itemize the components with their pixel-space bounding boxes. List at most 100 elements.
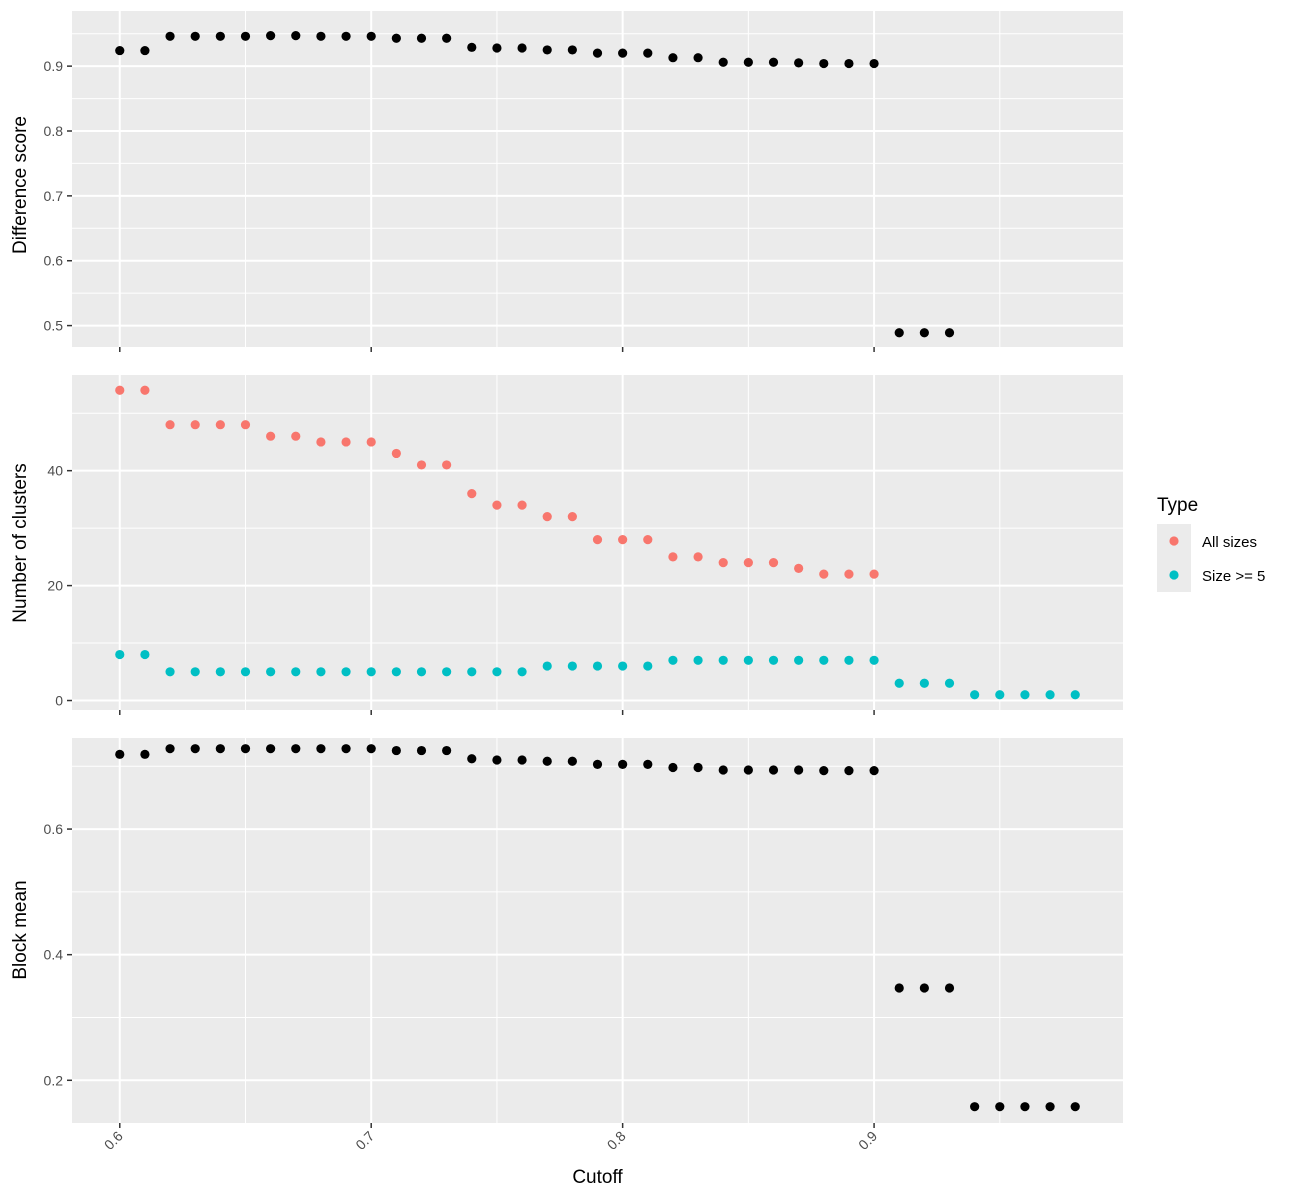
data-point [1070,690,1080,700]
data-point [668,53,678,63]
data-point [391,745,401,756]
data-point [467,42,477,52]
data-point [442,745,452,756]
y-tick-label: 0.6 [44,821,64,837]
data-point [970,1102,980,1112]
data-point [743,558,753,568]
data-point [693,53,703,63]
data-point [869,569,879,579]
data-point [140,45,150,56]
data-point [718,558,728,568]
y-tick-label: 0.4 [44,947,64,963]
data-point [768,765,779,775]
data-point [668,552,678,562]
data-point [944,328,955,338]
data-point [567,512,577,522]
data-point [643,48,653,58]
data-point [718,655,728,665]
legend-marker [1169,536,1179,546]
data-point [240,31,251,41]
series-all-sizes [115,385,879,579]
data-point [416,667,427,677]
data-point [165,744,175,754]
data-point [140,385,150,395]
data-point [869,58,879,69]
data-point [517,43,527,53]
data-point [341,744,351,754]
x-tick-label: 0.8 [604,1128,629,1153]
data-point [517,755,527,765]
y-tick-label: 40 [47,463,63,479]
data-point [165,31,175,41]
panel-background [72,11,1123,347]
data-point [240,744,251,754]
data-point [341,667,351,677]
data-point [768,57,779,67]
data-point [341,31,351,41]
data-point [416,460,427,470]
x-tick-label: 0.6 [101,1128,126,1153]
data-point [366,667,376,677]
data-point [970,690,980,700]
data-point [266,431,276,441]
data-point [995,1102,1005,1112]
data-point [316,31,326,41]
data-point [743,655,753,665]
data-point [869,766,879,776]
data-point [291,744,301,754]
y-axis-title: Difference score [10,116,31,254]
data-point [416,745,427,756]
y-tick-label: 0.2 [44,1072,64,1088]
y-tick-label: 0.9 [44,58,64,74]
x-axis: 0.6 0.7 0.8 0.9 [101,1128,881,1153]
legend-marker [1169,570,1179,580]
data-point [391,448,401,459]
y-tick-label: 20 [47,578,63,594]
data-point [266,667,276,677]
x-tick-label: 0.9 [855,1128,880,1153]
data-point [341,437,351,447]
data-point [492,500,502,510]
data-point [492,43,502,53]
data-point [1020,1102,1030,1112]
data-point [844,58,854,69]
data-point [894,328,904,338]
data-point [1045,1102,1055,1112]
data-point [618,661,628,671]
y-tick-label: 0.8 [44,123,64,139]
data-point [115,385,125,395]
legend-label: All sizes [1202,534,1257,551]
x-tick-label: 0.7 [352,1128,377,1153]
data-point [115,749,125,759]
panel-number-of-clusters: 0 20 40 Number of clusters [10,375,1123,715]
data-point [592,759,603,769]
data-point [416,33,427,43]
data-point [391,33,401,43]
data-point [768,558,779,568]
data-point [190,744,200,754]
data-point [240,667,251,677]
data-point [190,667,200,677]
data-point [743,57,753,67]
data-point [542,512,552,522]
legend-label: Size >= 5 [1202,568,1265,585]
data-point [768,655,779,665]
data-point [140,749,150,759]
panel-block-mean: 0.2 0.4 0.6 Block mean [10,738,1123,1128]
data-point [442,667,452,677]
data-point [467,754,477,764]
data-point [567,661,577,671]
data-point [1070,1102,1080,1112]
data-point [467,489,477,499]
data-point [467,667,477,677]
data-point [115,45,125,56]
data-point [643,759,653,769]
data-point [391,667,401,677]
data-point [165,667,175,677]
data-point [291,667,301,677]
data-point [919,328,929,338]
data-point [819,569,829,579]
y-tick-label: 0.7 [44,188,64,204]
data-point [442,33,452,43]
series-size-5 [115,649,1080,700]
